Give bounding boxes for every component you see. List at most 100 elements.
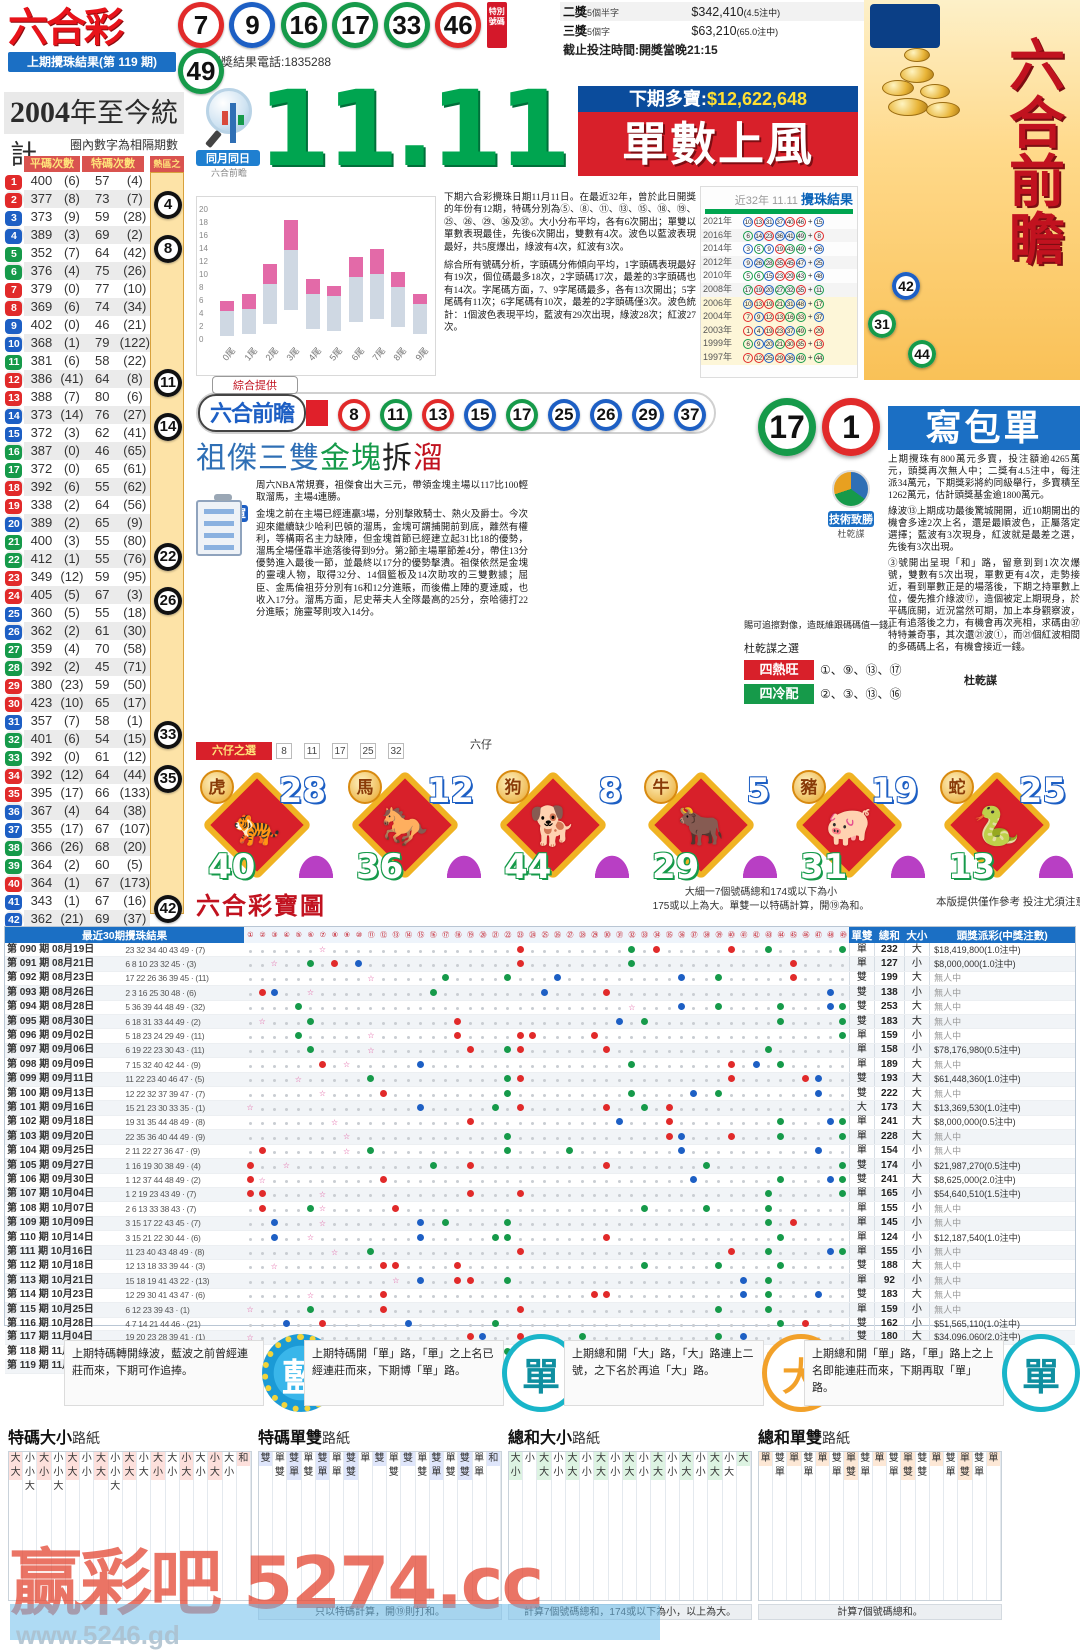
road-cell: 單	[901, 1452, 915, 1466]
draw-number-cell	[501, 1086, 514, 1102]
draw-number-cell	[256, 1245, 269, 1260]
road-column: 雙單	[830, 1452, 845, 1600]
draw-number-cell	[600, 1230, 614, 1246]
draw-number-cell	[439, 1014, 452, 1030]
draw-number-cell	[824, 1187, 837, 1203]
draw-number-cell	[700, 1144, 713, 1160]
draw-number-cell	[304, 1201, 317, 1217]
chart-y-tick: 0	[199, 335, 204, 344]
draw-number-cell	[439, 1100, 452, 1116]
road-cell: 大	[565, 1466, 580, 1480]
zodiac-sign: 蛇	[940, 770, 974, 804]
stats-row: 40 364 (1) 67 (173)	[4, 874, 150, 892]
draws-number-column-header: ⑲	[464, 927, 477, 943]
draw-number-cell	[280, 1317, 293, 1331]
road-cell: 雙	[274, 1467, 285, 1478]
draw-number-cell	[799, 1028, 812, 1044]
draw-number-cell	[662, 1288, 676, 1304]
draw-number-cell	[737, 1057, 750, 1073]
draw-number-cell	[724, 985, 738, 1001]
road-column: 雙單	[859, 1452, 873, 1600]
road-cell: 大	[622, 1452, 637, 1466]
draw-number-cell	[538, 1000, 552, 1016]
draw-number-cell	[476, 1057, 489, 1073]
zodiac-number-bottom: 31	[800, 847, 848, 887]
road-cell: 雙	[417, 1467, 428, 1478]
draw-number-cell	[488, 1057, 502, 1073]
draw-number-cell	[501, 1014, 514, 1030]
draw-number-cell	[439, 1000, 452, 1016]
draw-number-cell	[613, 1201, 626, 1217]
road-column: 小小	[552, 1452, 566, 1600]
draw-number-cell	[600, 1043, 614, 1059]
draw-number-cell	[774, 1230, 788, 1246]
draw-number-cell	[364, 1216, 378, 1232]
draw-number-cell	[687, 1129, 701, 1145]
draw-number-cell	[762, 1158, 775, 1174]
draw-number-cell	[662, 1317, 676, 1331]
lotto-choice-box: 11	[304, 743, 320, 759]
baodan-paragraph: 綠波⑬上期成功最後驚城開開，近10期開出的機會多達2次上名，還是最順波色，正屬落…	[888, 507, 1080, 553]
stats-row: 41 343 (1) 67 (16)	[4, 892, 150, 910]
draw-number-cell	[600, 1288, 614, 1304]
draw-number-cell	[280, 943, 293, 958]
draw-number-cell	[762, 943, 775, 958]
draw-number-cell	[328, 1072, 341, 1088]
forecast-ball: 17	[506, 399, 538, 431]
draw-number-cell	[675, 1115, 688, 1131]
draw-number-cell	[439, 1043, 452, 1059]
draw-number-cell: ☆	[244, 1302, 257, 1318]
stats-number: 34	[4, 766, 24, 784]
road-cell: 大	[651, 1466, 665, 1480]
draw-number-cell	[256, 1288, 269, 1304]
draw-number-cell	[280, 1173, 293, 1188]
draw-number-cell	[501, 1273, 514, 1289]
draw-payout: 無人中	[929, 1273, 1075, 1289]
draw-number-cell	[762, 1230, 775, 1246]
road-column: 雙雙	[344, 1452, 359, 1600]
draw-oddeven: 單	[848, 1216, 875, 1232]
draw-number-cell	[280, 1245, 293, 1260]
road-cell: 大	[94, 1452, 108, 1466]
draw-number-cell: ☆	[304, 1288, 317, 1304]
stats-special-count: 45	[95, 659, 110, 675]
draw-number-cell	[268, 1230, 281, 1246]
draw-number-cell	[476, 1115, 489, 1131]
draw-number-cell	[352, 1201, 365, 1217]
stats-number: 33	[4, 748, 24, 766]
draw-number-cell	[402, 956, 415, 972]
history-numbers: 3 5 9 19 43 49 + 26	[741, 242, 857, 256]
draw-number-cell	[613, 1028, 626, 1044]
stats-row: 37 355 (17) 67 (107)	[4, 820, 150, 838]
draw-number-cell	[304, 1158, 317, 1174]
stats-row: 9 402 (0) 46 (21)	[4, 316, 150, 334]
road-column: 小小	[580, 1452, 595, 1600]
stats-row: 22 412 (1) 55 (76)	[4, 550, 150, 568]
draw-number-cell	[439, 1288, 452, 1304]
draw-number-cell	[724, 1014, 738, 1030]
draw-number-cell	[774, 1072, 788, 1088]
stats-flat-gap: (7)	[63, 245, 80, 261]
road-cell: 雙	[774, 1453, 785, 1464]
draw-number-cell	[712, 943, 725, 958]
draw-number-cell: ☆	[340, 1057, 353, 1073]
draw-number-cell	[811, 985, 825, 1001]
draw-number-cell	[389, 1043, 402, 1059]
draw-number-cell	[737, 1129, 750, 1145]
draw-number-cell	[836, 1014, 850, 1030]
draw-number-cell	[526, 943, 539, 958]
draw-sum: 183	[874, 1288, 905, 1304]
draw-number-cell	[675, 1129, 688, 1145]
draw-number-cell	[476, 971, 489, 987]
draw-payout: 無人中	[929, 1129, 1075, 1145]
draw-number-cell	[488, 1259, 502, 1275]
draw-number-cell	[244, 1288, 257, 1304]
draw-number-cell	[244, 956, 257, 972]
draw-number-cell	[389, 1259, 402, 1275]
draw-number-cell	[724, 1086, 738, 1102]
stats-special-gap: (18)	[123, 605, 147, 621]
draw-number-cell	[638, 1302, 651, 1318]
history-year: 2004年	[703, 311, 733, 322]
draw-number-cell	[625, 1043, 639, 1059]
